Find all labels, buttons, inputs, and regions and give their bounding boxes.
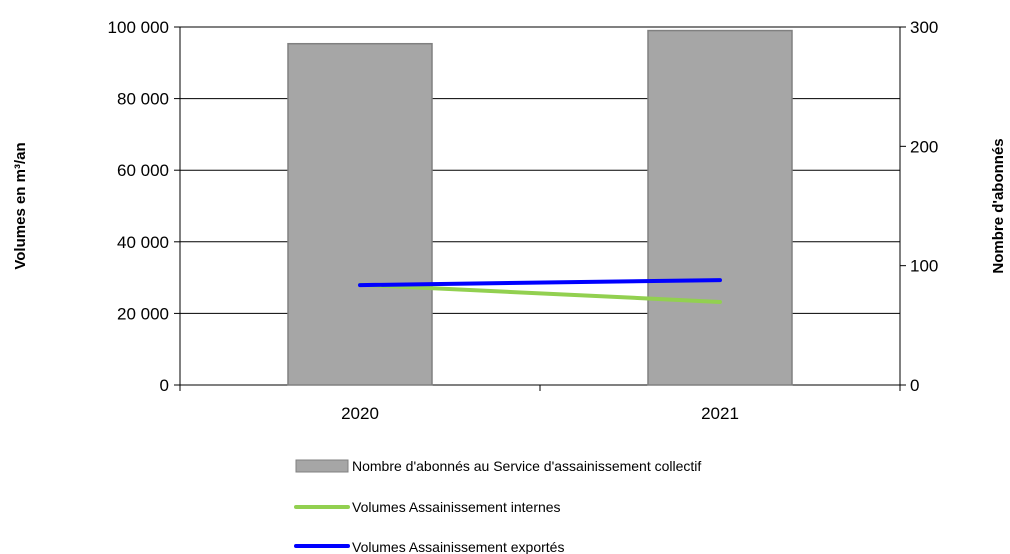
legend-label-exportes: Volumes Assainissement exportés	[352, 539, 564, 554]
legend: Nombre d'abonnés au Service d'assainisse…	[294, 458, 701, 554]
y-left-title: Volumes en m³/an	[12, 142, 29, 269]
y-right-tick-label: 300	[910, 18, 938, 37]
x-tick-label: 2021	[701, 404, 739, 423]
y-right-tick-label: 100	[910, 257, 938, 276]
axes: 0 20 000 40 000 60 000 80 000 100 000 0 100 200 3…	[108, 18, 939, 423]
y-right-tick-label: 200	[910, 137, 938, 156]
y-left-tick-label: 100 000	[108, 18, 169, 37]
legend-swatch-bar	[295, 459, 349, 473]
legend-label-bar: Nombre d'abonnés au Service d'assainisse…	[352, 458, 701, 474]
bar-series	[287, 29, 793, 386]
y-left-tick-label: 0	[160, 376, 169, 395]
y-left-tick-label: 80 000	[117, 90, 169, 109]
x-tick-label: 2020	[341, 404, 379, 423]
legend-label-internes: Volumes Assainissement internes	[352, 499, 561, 515]
y-right-tick-label: 0	[910, 376, 919, 395]
bar	[647, 29, 793, 386]
y-left-tick-label: 40 000	[117, 233, 169, 252]
y-left-tick-label: 60 000	[117, 161, 169, 180]
line-series	[358, 278, 722, 304]
y-right-title: Nombre d'abonnés	[990, 138, 1007, 273]
y-left-tick-label: 20 000	[117, 304, 169, 323]
series-line	[358, 282, 722, 304]
bar	[287, 42, 433, 386]
series-line	[358, 278, 722, 288]
